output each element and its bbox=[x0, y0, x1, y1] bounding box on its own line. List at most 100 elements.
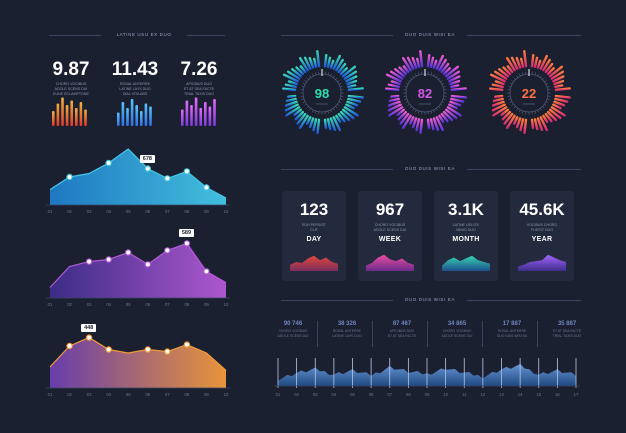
gauge-ray bbox=[548, 108, 562, 120]
data-point[interactable] bbox=[203, 268, 210, 275]
data-point[interactable] bbox=[164, 175, 171, 182]
data-point[interactable] bbox=[203, 184, 210, 191]
timeline-tick-label: 15 bbox=[536, 392, 541, 397]
gauge-tick bbox=[511, 80, 514, 83]
timeline-tick-label: 07 bbox=[387, 392, 392, 397]
data-point[interactable] bbox=[183, 168, 191, 175]
gauge-tick bbox=[338, 101, 342, 103]
sparkline-area bbox=[366, 254, 414, 271]
gauge-tick bbox=[509, 83, 513, 85]
gauge-ray bbox=[387, 83, 400, 89]
gauge-ray bbox=[533, 56, 539, 68]
gauge-tick bbox=[309, 108, 312, 111]
gauges-section-title: DUO DUIS WISI EA bbox=[405, 32, 455, 37]
gauge-ray bbox=[550, 70, 565, 80]
gauge-tick bbox=[546, 98, 550, 100]
gauge-ray bbox=[530, 118, 535, 129]
minibar bbox=[117, 112, 120, 126]
gauge-ray bbox=[426, 54, 431, 68]
minibar bbox=[79, 102, 83, 126]
data-point[interactable] bbox=[85, 334, 93, 341]
gauge-tick bbox=[404, 98, 408, 100]
gauge-tick bbox=[309, 75, 312, 78]
gauge-tick bbox=[312, 109, 314, 113]
timeline-tick-label: 12 bbox=[481, 392, 486, 397]
gauge-ray bbox=[326, 118, 332, 131]
data-point[interactable] bbox=[183, 341, 191, 348]
x-tick-label: 10 bbox=[224, 209, 229, 214]
x-tick-label: 10 bbox=[224, 392, 229, 397]
gauge-ray bbox=[552, 103, 562, 110]
period-card-day[interactable]: 123 EUH PERSIST CLIT DAY bbox=[282, 191, 346, 281]
gauge-tick bbox=[516, 75, 519, 78]
gauge-ray bbox=[286, 70, 301, 80]
gauge-ray bbox=[291, 68, 303, 78]
gauge-tick bbox=[330, 109, 332, 113]
stat-caption: CHORO VOCIBUS ADOLE SCENS DUI bbox=[277, 329, 309, 338]
gauge-ray bbox=[343, 70, 358, 80]
x-tick-label: 01 bbox=[48, 209, 53, 214]
data-point[interactable] bbox=[105, 159, 112, 167]
data-point[interactable] bbox=[66, 342, 73, 350]
data-point[interactable] bbox=[85, 258, 93, 265]
stat-value: 38 326 bbox=[337, 321, 357, 327]
gauge-ray bbox=[544, 62, 554, 74]
data-point[interactable] bbox=[144, 165, 151, 172]
period-value: 123 bbox=[299, 200, 329, 219]
gauge-ray bbox=[444, 108, 458, 120]
stat-value: 17 887 bbox=[502, 321, 522, 327]
data-point[interactable] bbox=[144, 261, 151, 268]
gauge-tick bbox=[435, 75, 438, 78]
data-point[interactable] bbox=[164, 247, 171, 254]
gauge-tick bbox=[339, 98, 343, 100]
data-point[interactable] bbox=[164, 348, 171, 355]
period-card-week[interactable]: 967 CHORO VOCIBUS ADOLE SCENS DUI WEEK bbox=[358, 191, 422, 281]
gauge-ray bbox=[285, 97, 297, 103]
gauge-ray bbox=[335, 114, 342, 123]
area-fill bbox=[50, 337, 226, 388]
gauge-tick bbox=[338, 83, 342, 85]
minibar bbox=[149, 106, 152, 126]
gauge-ray bbox=[440, 62, 450, 74]
period-label: MONTH bbox=[452, 236, 480, 243]
gauge-value: 98 bbox=[315, 86, 329, 101]
period-sparkline bbox=[442, 255, 490, 271]
periods-section-title: DUO DUIS WISI EA bbox=[405, 166, 455, 171]
period-label: WEEK bbox=[378, 236, 402, 243]
x-tick-label: 05 bbox=[126, 209, 131, 214]
data-point[interactable] bbox=[144, 346, 151, 353]
data-point[interactable] bbox=[66, 173, 73, 181]
data-point[interactable] bbox=[183, 240, 191, 247]
gauge-tick bbox=[407, 80, 410, 83]
gauge-tick bbox=[545, 83, 549, 85]
stat-value: 87 467 bbox=[392, 321, 412, 327]
gauge-ray bbox=[388, 97, 400, 103]
stat-divider bbox=[427, 321, 428, 347]
data-point[interactable] bbox=[125, 249, 132, 256]
gauge-ray bbox=[287, 80, 298, 86]
gauge-tick bbox=[332, 108, 335, 111]
gauge-value: 22 bbox=[522, 86, 536, 101]
gauge-ray bbox=[432, 59, 438, 69]
period-card-month[interactable]: 3.1K LATINE USU EX MINIO DUO MONTH bbox=[434, 191, 498, 281]
x-tick-label: 10 bbox=[224, 302, 229, 307]
area-chart-3: 01 02 03 04 05 06 07 08 09 10 bbox=[46, 334, 230, 397]
gauge-tick bbox=[304, 80, 307, 83]
gauge-ray bbox=[389, 70, 404, 80]
gauge-ray bbox=[398, 66, 408, 76]
data-point[interactable] bbox=[105, 346, 112, 353]
gauge-tick bbox=[339, 86, 343, 88]
period-card-year[interactable]: 45.6K VOCIBUS CHORO FUERIT DUO YEAR bbox=[510, 191, 574, 281]
gauge-ray bbox=[492, 97, 504, 103]
gauge-tick bbox=[412, 75, 415, 78]
gauge-ray bbox=[339, 110, 351, 122]
stat-6: 35 887 ET AT SEA FACTE TRIAL TAXIS DUO bbox=[536, 321, 598, 338]
gauge-ray bbox=[337, 62, 347, 74]
gauge-ray bbox=[285, 106, 301, 117]
gauge-ray bbox=[347, 97, 362, 103]
gauge-ray bbox=[284, 83, 297, 89]
gauge-ray bbox=[513, 116, 519, 125]
minibar bbox=[185, 100, 189, 126]
gauge-ray bbox=[409, 116, 415, 125]
data-point[interactable] bbox=[105, 256, 112, 263]
